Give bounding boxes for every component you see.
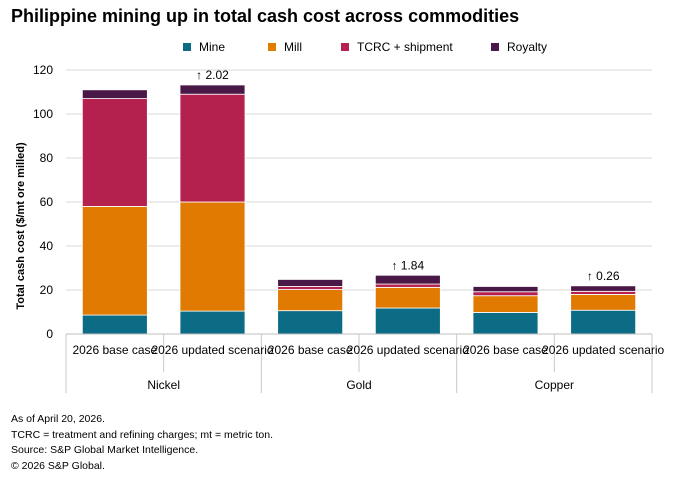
bar-segment-tcrc-shipment	[179, 93, 246, 203]
x-tick-label: 2026 base case	[268, 343, 353, 357]
bar-segment-tcrc-shipment	[81, 98, 148, 207]
y-tick-label: 60	[40, 195, 54, 209]
chart-title: Philippine mining up in total cash cost …	[11, 6, 520, 26]
bar-segment-tcrc-shipment	[277, 286, 344, 290]
y-tick-label: 20	[40, 283, 54, 297]
y-tick-label: 0	[46, 327, 53, 341]
bar-segment-mine	[374, 307, 441, 335]
legend-swatch-royalty	[491, 43, 499, 51]
increase-annotation: ↑ 2.02	[196, 68, 229, 82]
footnotes: As of April 20, 2026. TCRC = treatment a…	[11, 412, 273, 474]
y-tick-label: 40	[40, 239, 54, 253]
stacked-bar-chart: 0 20 40 60 80 100 120 Total cash cost ($/mt or…	[15, 63, 665, 393]
legend: Mine Mill TCRC + shipment Royalty	[0, 40, 674, 56]
footnote-abbreviations: TCRC = treatment and refining charges; m…	[11, 428, 274, 441]
bar-segment-royalty	[472, 286, 539, 293]
bar-segment-mill	[277, 289, 344, 312]
bar-segment-mill	[374, 286, 441, 309]
bar-segment-royalty	[179, 84, 246, 95]
bar-segment-royalty	[374, 274, 441, 285]
x-tick-label: 2026 base case	[463, 343, 548, 357]
bar-segment-tcrc-shipment	[374, 283, 441, 288]
bars	[81, 84, 637, 335]
y-tick-label: 80	[40, 151, 54, 165]
bar-segment-mine	[81, 314, 148, 335]
legend-label-tcrc: TCRC + shipment	[357, 40, 453, 54]
bar-segment-mill	[472, 295, 539, 313]
group-label: Gold	[346, 378, 371, 392]
bar-segment-tcrc-shipment	[570, 290, 637, 295]
bar-segment-mine	[277, 310, 344, 335]
bar-segment-royalty	[277, 279, 344, 287]
increase-annotation: ↑ 1.84	[391, 258, 424, 272]
legend-swatch-tcrc	[341, 43, 349, 51]
gridlines	[66, 69, 652, 291]
footnote-source: Source: S&P Global Market Intelligence.	[11, 444, 199, 456]
legend-label-royalty: Royalty	[507, 40, 548, 54]
bar-segment-mill	[179, 201, 246, 312]
increase-annotation: ↑ 0.26	[587, 269, 620, 283]
bar-segment-royalty	[570, 285, 637, 292]
x-tick-label: 2026 updated scenario	[347, 343, 469, 357]
y-axis-ticks: 0 20 40 60 80 100 120	[33, 63, 53, 341]
x-tick-label: 2026 updated scenario	[542, 343, 664, 357]
y-tick-label: 100	[33, 107, 53, 121]
y-axis-label: Total cash cost ($/mt ore milled)	[15, 142, 27, 310]
legend-label-mill: Mill	[284, 40, 302, 54]
bar-segment-royalty	[81, 89, 148, 100]
footnote-copyright: © 2026 S&P Global.	[11, 459, 105, 472]
legend-item-mine: Mine	[183, 40, 225, 54]
legend-item-tcrc: TCRC + shipment	[341, 40, 453, 54]
bar-segment-mill	[81, 205, 148, 316]
legend-item-royalty: Royalty	[491, 40, 547, 54]
bar-segment-mine	[472, 312, 539, 335]
bar-segment-mill	[570, 293, 637, 311]
y-tick-label: 120	[33, 63, 53, 77]
legend-swatch-mill	[268, 43, 276, 51]
group-label: Copper	[535, 378, 574, 392]
x-tick-label: 2026 base case	[72, 343, 157, 357]
group-label: Nickel	[147, 378, 180, 392]
x-axis-frame	[65, 333, 653, 393]
bar-segment-mine	[179, 310, 246, 335]
bar-segment-mine	[570, 309, 637, 335]
legend-label-mine: Mine	[199, 40, 226, 54]
footnote-date: As of April 20, 2026.	[11, 413, 105, 425]
annotations: ↑ 2.02 ↑ 1.84 ↑ 0.26	[196, 68, 620, 283]
bar-segment-tcrc-shipment	[472, 291, 539, 297]
legend-item-mill: Mill	[268, 40, 302, 54]
legend-swatch-mine	[183, 43, 191, 51]
x-tick-label: 2026 updated scenario	[151, 343, 273, 357]
